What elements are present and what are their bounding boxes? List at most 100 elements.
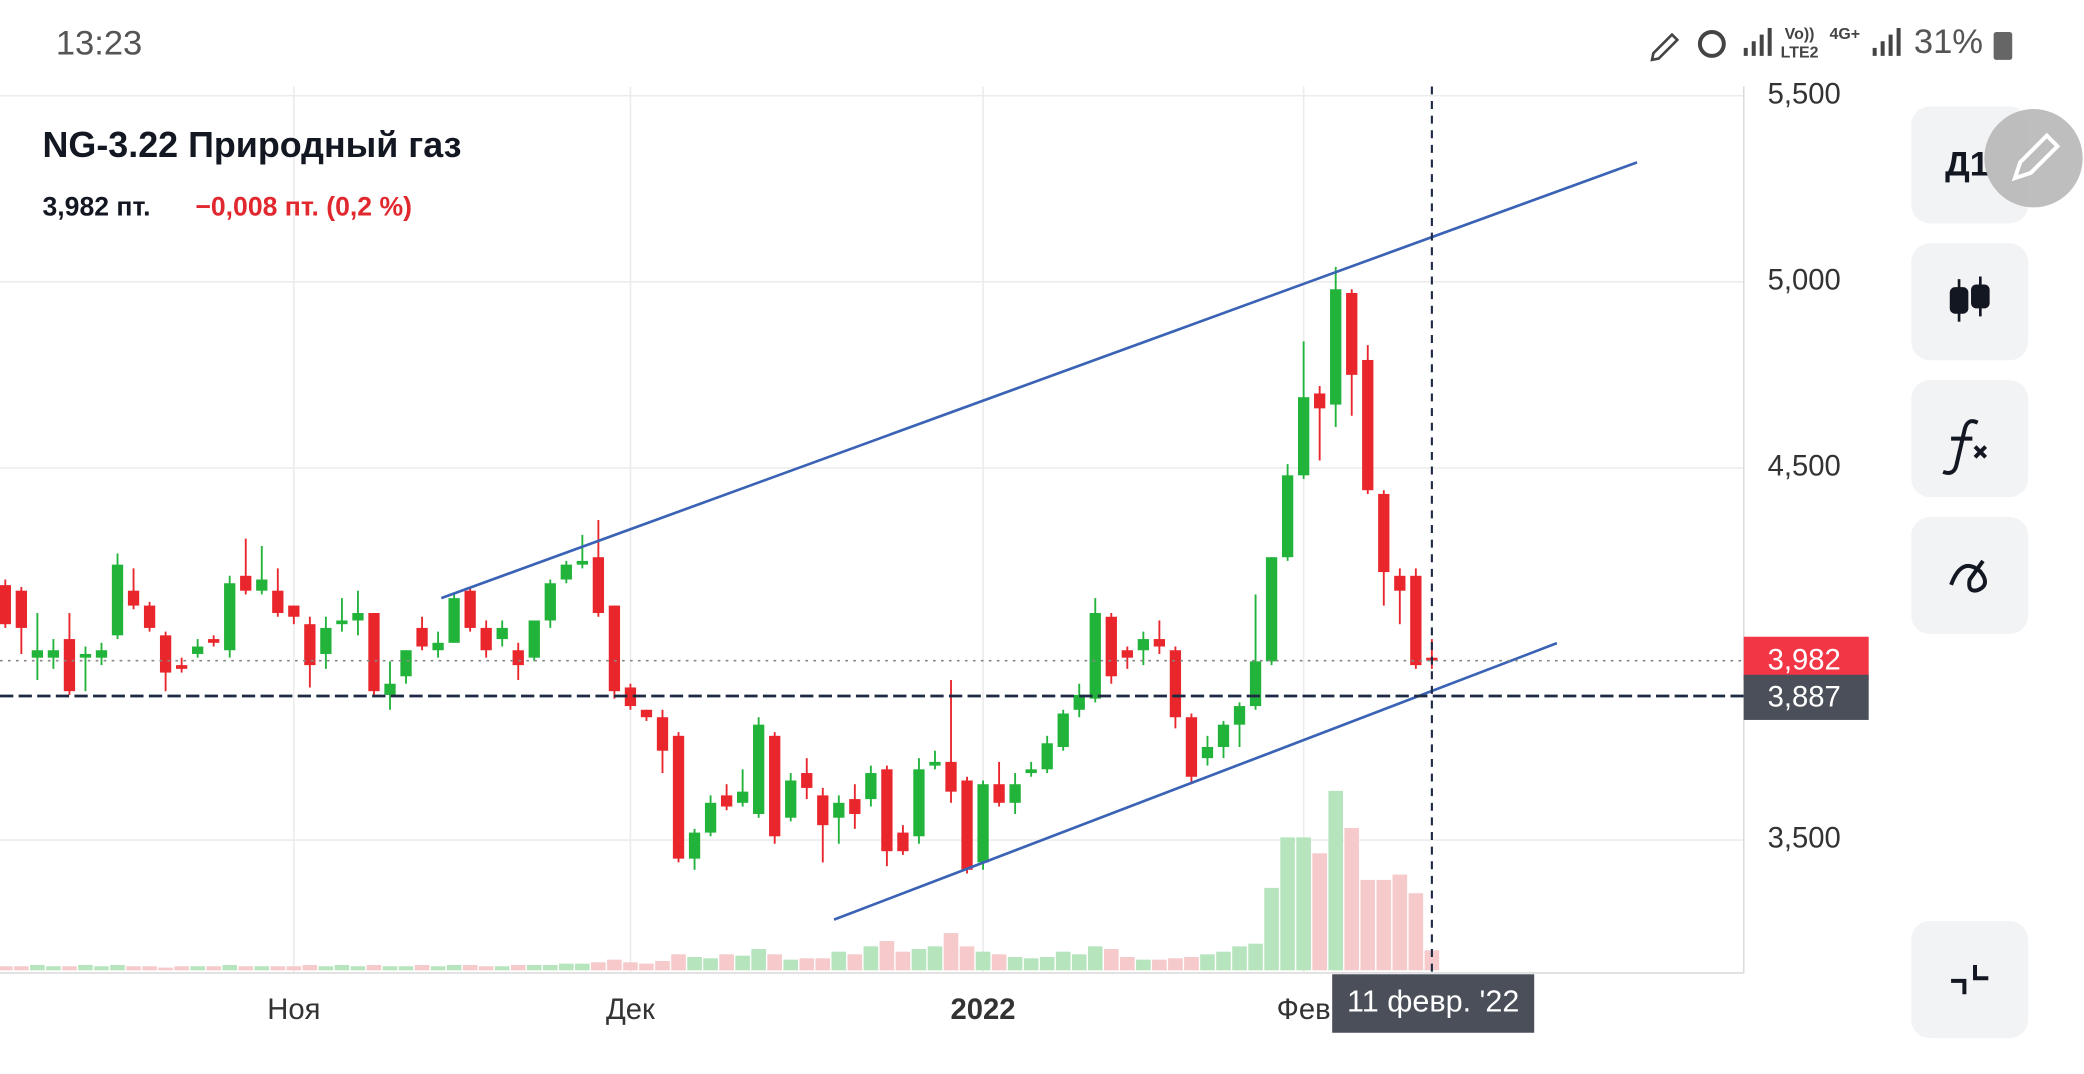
candle-body (15, 590, 27, 628)
volume-bar (398, 966, 414, 971)
volume-bar (190, 966, 205, 971)
volume-bar (1344, 828, 1360, 971)
volume-bar (1152, 959, 1167, 971)
volume-bar (302, 964, 318, 971)
volume-bar (174, 966, 189, 971)
candle-body (384, 683, 396, 695)
candle-body (304, 624, 316, 666)
volume-bar (94, 966, 109, 971)
candle-body (833, 802, 845, 818)
volume-bar (879, 941, 895, 971)
candle-body (320, 627, 332, 654)
volume-bar (671, 954, 686, 971)
volume-bar (62, 966, 77, 971)
y-tick-label: 4,500 (1768, 451, 1841, 483)
candle-body (608, 605, 621, 692)
volume-bar (46, 966, 61, 971)
icon-candles (1949, 276, 1990, 322)
crosshair-price-box (1743, 674, 1869, 720)
volume-bar (270, 966, 286, 971)
volume-bar (799, 958, 815, 971)
candle-body (801, 773, 813, 788)
candle-body (640, 709, 653, 718)
candle-body (913, 769, 925, 837)
candle-body (192, 646, 204, 654)
candle-body (993, 784, 1005, 803)
candle-body (256, 579, 268, 591)
candle-body (817, 795, 829, 826)
volume-bar (14, 966, 29, 971)
volume-bar (430, 966, 446, 971)
toolbar: Д1 (1911, 106, 2083, 1039)
volume-bar (1232, 946, 1247, 971)
volume-bar (815, 958, 831, 971)
candle-body (592, 557, 605, 614)
icon-signal (1743, 47, 1748, 56)
volume-bar (863, 946, 879, 971)
candle-body (127, 590, 140, 606)
volume-bar (158, 967, 173, 971)
last-price-label: 3,982 (1768, 645, 1841, 677)
candle-body (769, 735, 781, 837)
candle-body (1330, 289, 1342, 405)
icon-battery (1993, 31, 2013, 60)
candle-body (1137, 639, 1150, 651)
icon-pencil (2011, 132, 2061, 182)
clock: 13:23 (56, 24, 142, 62)
volume-bar (1103, 949, 1119, 971)
volume-bar (943, 933, 959, 971)
candle-body (464, 590, 476, 628)
candle-body (624, 687, 637, 707)
candle-body (945, 761, 957, 792)
icon-signal (1888, 34, 1893, 56)
volume-bar (751, 949, 766, 971)
volume-bar (1376, 879, 1392, 971)
candle-body (79, 653, 92, 658)
candle-body (576, 560, 588, 565)
volume-bar (318, 966, 334, 971)
candle-body (400, 650, 412, 677)
volume-bar (366, 964, 382, 971)
candle-body (1057, 713, 1069, 747)
volume-bar (334, 964, 350, 971)
drawing-button[interactable] (1911, 517, 2029, 635)
candle-body (897, 832, 909, 852)
crosshair-price-label: 3,887 (1768, 681, 1841, 713)
volume-bar (1392, 874, 1408, 971)
volume-bar (1424, 950, 1440, 971)
volume-bar (1216, 951, 1231, 971)
volume-bar (1168, 958, 1183, 971)
candle-body (672, 735, 685, 859)
volume-bar (1280, 837, 1295, 971)
volume-bar (510, 964, 526, 971)
candle-body (288, 605, 300, 617)
volume-bar (1296, 837, 1311, 971)
volume-bar (542, 964, 558, 971)
chart-type-button[interactable] (1911, 243, 2029, 361)
fullscreen-button[interactable] (1911, 921, 2029, 1039)
icon-signal (1880, 41, 1885, 56)
trendline (833, 641, 1558, 921)
icon-drawing (1949, 559, 1987, 593)
volume-bar (446, 964, 462, 971)
volume-bar (1264, 887, 1279, 971)
candle-body (208, 639, 220, 643)
candle-body (95, 650, 108, 658)
volume-bar (911, 949, 927, 971)
price: 3,982 пт. (43, 192, 151, 222)
network: 4G+ (1829, 26, 1860, 43)
volume-bar (687, 956, 702, 971)
candle-body (352, 613, 364, 621)
icon-signal (1759, 34, 1764, 56)
candle-body (512, 650, 524, 666)
volume-bar (1120, 956, 1135, 971)
volume-bar (110, 964, 125, 971)
price-change: −0,008 пт. (0,2 %) (195, 192, 412, 222)
volume-bar (607, 959, 622, 971)
edit-button[interactable] (1984, 109, 2083, 208)
candle-body (704, 802, 717, 833)
volume-bar (206, 966, 221, 971)
candle-body (159, 635, 172, 673)
volume-bar (350, 966, 366, 971)
